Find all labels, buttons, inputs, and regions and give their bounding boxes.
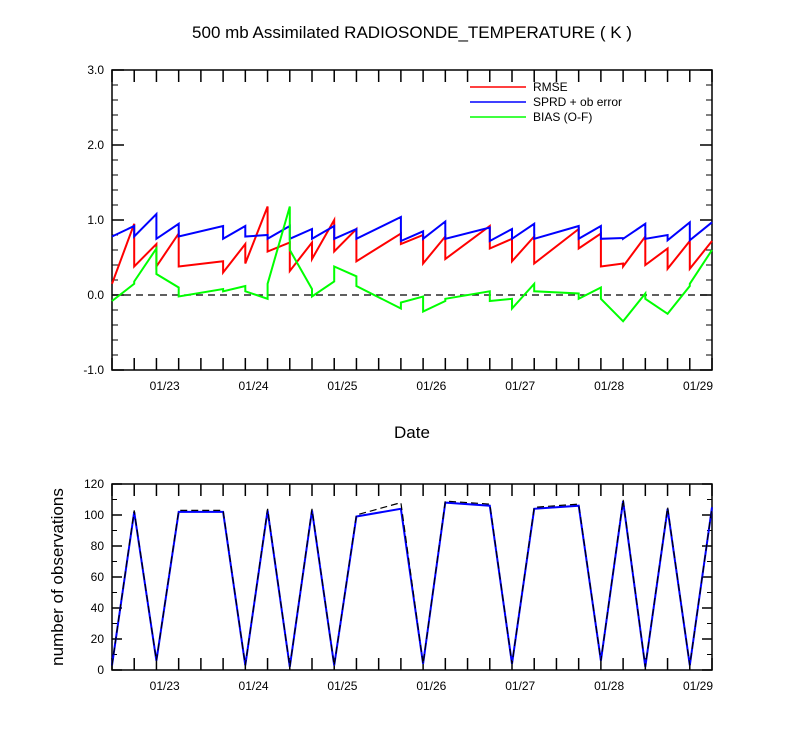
y-tick-label: 100: [84, 508, 104, 522]
y-tick-label: 0: [97, 663, 104, 677]
y-tick-label: 40: [91, 601, 105, 615]
y-tick-label: 1.0: [87, 213, 104, 227]
legend-label: RMSE: [533, 80, 568, 94]
x-tick-label: 01/26: [416, 679, 446, 693]
legend-label: SPRD + ob error: [533, 95, 622, 109]
x-tick-label: 01/26: [416, 379, 446, 393]
legend-label: BIAS (O-F): [533, 110, 592, 124]
y-tick-label: -1.0: [83, 363, 104, 377]
x-tick-label: 01/28: [594, 379, 624, 393]
rmse-line: [111, 206, 713, 285]
x-tick-label: 01/23: [150, 679, 180, 693]
y-tick-label: 120: [84, 477, 104, 491]
bias-o-f-line: [111, 206, 713, 323]
x-tick-label: 01/27: [505, 679, 535, 693]
bottom-chart: 01/23 01/24 01/25 01/26 01/27 01/28 01/29 0 20 40…: [48, 477, 713, 693]
x-tick-label: 01/25: [327, 379, 357, 393]
x-tick-label: 01/29: [683, 379, 713, 393]
x-tick-label: 01/24: [239, 379, 269, 393]
bottom-series-group: [111, 499, 713, 668]
chart-title: 500 mb Assimilated RADIOSONDE_TEMPERATUR…: [192, 23, 632, 42]
top-chart: 500 mb Assimilated RADIOSONDE_TEMPERATUR…: [83, 23, 713, 442]
x-tick-label: 01/29: [683, 679, 713, 693]
y-axis-label: number of observations: [48, 488, 67, 666]
y-tick-label: 3.0: [87, 63, 104, 77]
x-axis-label: Date: [394, 423, 430, 442]
y-tick-label: 0.0: [87, 288, 104, 302]
top-axes: 01/23 01/24 01/25 01/26 01/27 01/28 01/29 -1.0 0…: [83, 63, 713, 393]
x-tick-label: 01/23: [150, 379, 180, 393]
y-tick-label: 2.0: [87, 138, 104, 152]
x-tick-label: 01/27: [505, 379, 535, 393]
top-plot-frame: [111, 69, 713, 371]
y-tick-label: 60: [91, 570, 105, 584]
series-1-line: [111, 499, 713, 667]
y-tick-label: 20: [91, 632, 105, 646]
x-tick-label: 01/24: [239, 679, 269, 693]
sprd-ob-error-line: [111, 211, 713, 243]
x-tick-label: 01/25: [327, 679, 357, 693]
y-tick-label: 80: [91, 539, 105, 553]
x-tick-label: 01/28: [594, 679, 624, 693]
bottom-axes: 01/23 01/24 01/25 01/26 01/27 01/28 01/29 0 20 40…: [84, 477, 713, 693]
top-series-group: [111, 206, 713, 323]
